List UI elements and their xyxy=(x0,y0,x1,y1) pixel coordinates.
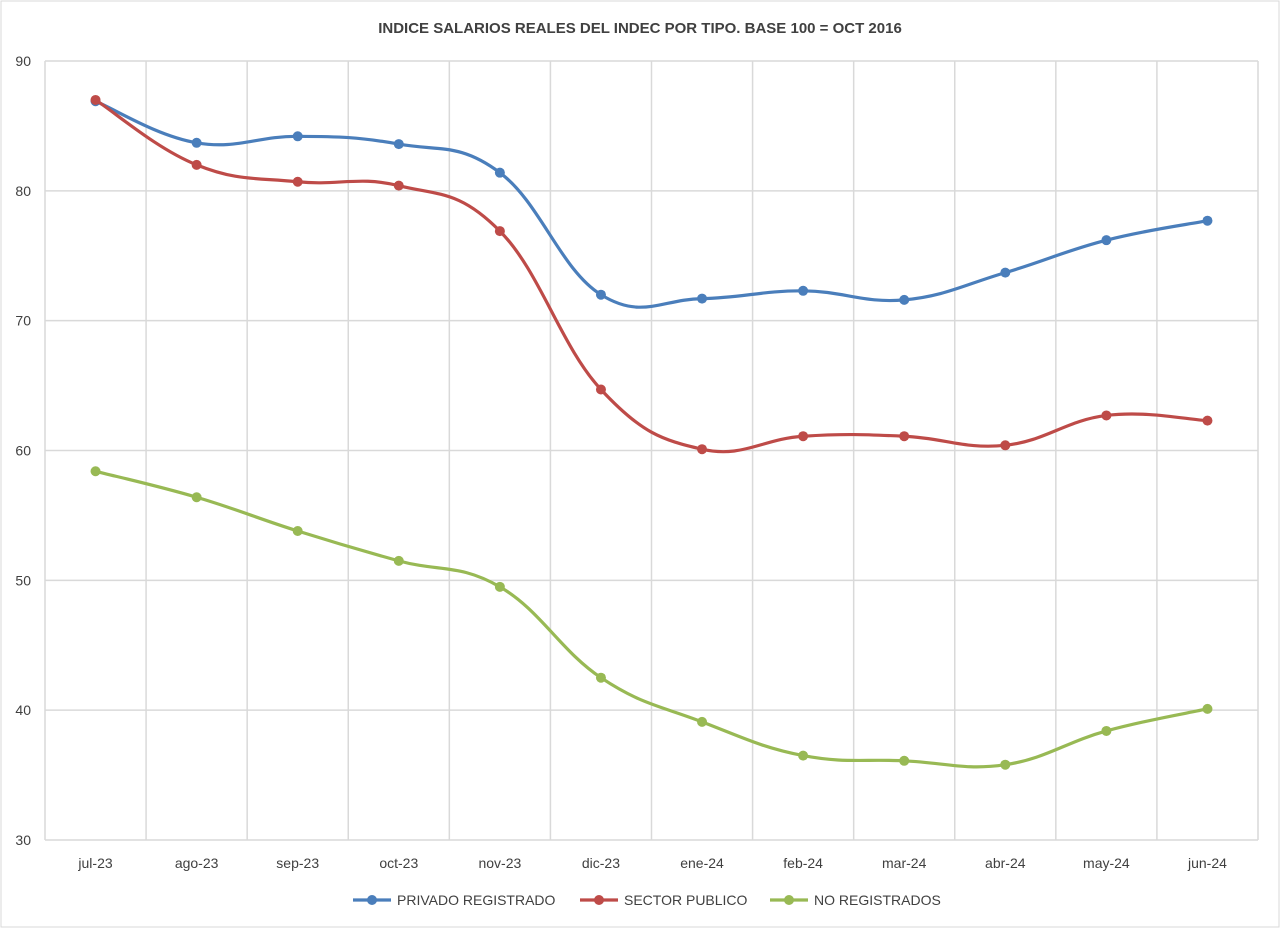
y-axis: 30 40 50 60 70 80 90 xyxy=(15,53,31,848)
data-point xyxy=(595,384,606,395)
chart-title: INDICE SALARIOS REALES DEL INDEC POR TIP… xyxy=(378,20,902,37)
legend-label: SECTOR PUBLICO xyxy=(624,892,748,908)
series-0 xyxy=(90,96,1213,309)
series-line xyxy=(95,469,1208,769)
legend-item: PRIVADO REGISTRADO xyxy=(353,892,556,908)
data-point xyxy=(595,672,606,683)
data-point xyxy=(292,176,303,187)
series-1 xyxy=(90,94,1213,455)
data-point xyxy=(1000,759,1011,770)
data-point xyxy=(697,444,708,455)
legend-label: PRIVADO REGISTRADO xyxy=(397,892,556,908)
data-point xyxy=(494,581,505,592)
x-tick-label: jun-24 xyxy=(1187,855,1227,871)
data-point xyxy=(1000,440,1011,451)
data-point xyxy=(1101,410,1112,421)
data-point xyxy=(798,431,809,442)
data-point xyxy=(1202,215,1213,226)
y-tick-label: 70 xyxy=(15,313,31,329)
legend-swatch-marker xyxy=(594,895,604,905)
data-point xyxy=(90,466,101,477)
legend-swatch-marker xyxy=(367,895,377,905)
data-point xyxy=(697,293,708,304)
data-point xyxy=(393,139,404,150)
data-point xyxy=(899,431,910,442)
legend: PRIVADO REGISTRADO SECTOR PUBLICO NO REGIS… xyxy=(353,892,941,908)
data-point xyxy=(292,131,303,142)
data-point xyxy=(899,755,910,766)
data-point xyxy=(595,289,606,300)
legend-label: NO REGISTRADOS xyxy=(814,892,941,908)
data-point xyxy=(393,180,404,191)
grid xyxy=(44,60,1259,841)
data-point xyxy=(494,167,505,178)
data-point xyxy=(1202,703,1213,714)
data-point xyxy=(1101,725,1112,736)
x-tick-label: dic-23 xyxy=(582,855,620,871)
data-point xyxy=(393,555,404,566)
data-point xyxy=(292,525,303,536)
y-tick-label: 50 xyxy=(15,572,31,588)
data-point xyxy=(1101,235,1112,246)
x-tick-label: abr-24 xyxy=(985,855,1026,871)
x-tick-label: jul-23 xyxy=(77,855,112,871)
x-tick-label: feb-24 xyxy=(783,855,823,871)
x-tick-label: oct-23 xyxy=(379,855,418,871)
x-tick-label: ene-24 xyxy=(680,855,724,871)
y-tick-label: 90 xyxy=(15,53,31,69)
data-point xyxy=(1000,267,1011,278)
y-tick-label: 30 xyxy=(15,832,31,848)
data-point xyxy=(191,492,202,503)
data-point xyxy=(191,159,202,170)
x-tick-label: mar-24 xyxy=(882,855,927,871)
x-tick-label: sep-23 xyxy=(276,855,319,871)
data-point xyxy=(697,716,708,727)
legend-swatch-marker xyxy=(784,895,794,905)
x-axis: jul-23 ago-23 sep-23 oct-23 nov-23 dic-23 ene-… xyxy=(77,855,1227,871)
x-tick-label: may-24 xyxy=(1083,855,1130,871)
series-line xyxy=(94,99,1208,309)
data-point xyxy=(494,226,505,237)
data-point xyxy=(1202,415,1213,426)
data-point xyxy=(191,137,202,148)
y-tick-label: 60 xyxy=(15,443,31,459)
x-tick-label: ago-23 xyxy=(175,855,219,871)
data-point xyxy=(90,94,101,105)
legend-item: NO REGISTRADOS xyxy=(770,892,941,908)
data-point xyxy=(798,750,809,761)
y-tick-label: 80 xyxy=(15,183,31,199)
data-point xyxy=(798,285,809,296)
series-2 xyxy=(90,466,1213,770)
plot-area xyxy=(90,94,1213,770)
y-tick-label: 40 xyxy=(15,702,31,718)
data-point xyxy=(899,294,910,305)
legend-item: SECTOR PUBLICO xyxy=(580,892,748,908)
x-tick-label: nov-23 xyxy=(478,855,521,871)
